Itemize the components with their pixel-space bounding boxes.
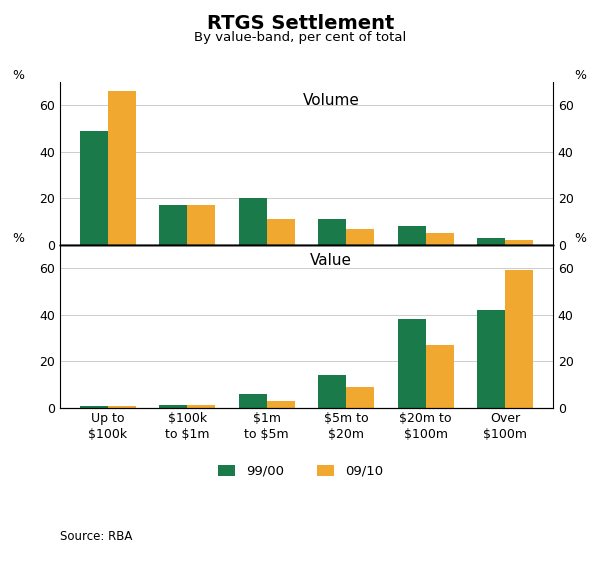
Text: %: % [12,69,24,82]
Bar [319,219,346,245]
Legend: 99/00, 09/10: 99/00, 09/10 [213,460,388,483]
Bar [477,310,505,408]
Bar [188,205,215,245]
Text: %: % [574,69,586,82]
Text: Value: Value [310,253,352,268]
Bar [398,226,426,245]
Bar [505,271,533,408]
Bar [108,406,136,408]
Bar [346,229,374,245]
Bar [426,233,454,245]
Bar [267,401,294,408]
Bar [477,238,505,245]
Bar [505,240,533,245]
Bar [239,393,267,408]
Text: Volume: Volume [303,93,359,109]
Text: RTGS Settlement: RTGS Settlement [207,14,394,33]
Bar [108,91,136,245]
Text: %: % [12,232,24,245]
Text: By value-band, per cent of total: By value-band, per cent of total [194,31,407,44]
Bar [159,205,188,245]
Bar [398,319,426,408]
Bar [319,375,346,408]
Bar [239,198,267,245]
Bar [159,405,188,408]
Bar [346,387,374,408]
Bar [188,405,215,408]
Bar [80,406,108,408]
Bar [80,131,108,245]
Text: Source: RBA: Source: RBA [60,530,132,543]
Text: %: % [574,232,586,245]
Bar [267,219,294,245]
Bar [426,345,454,408]
